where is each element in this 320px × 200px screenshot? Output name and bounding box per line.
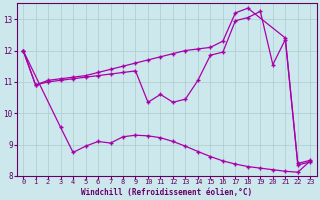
X-axis label: Windchill (Refroidissement éolien,°C): Windchill (Refroidissement éolien,°C) xyxy=(81,188,252,197)
